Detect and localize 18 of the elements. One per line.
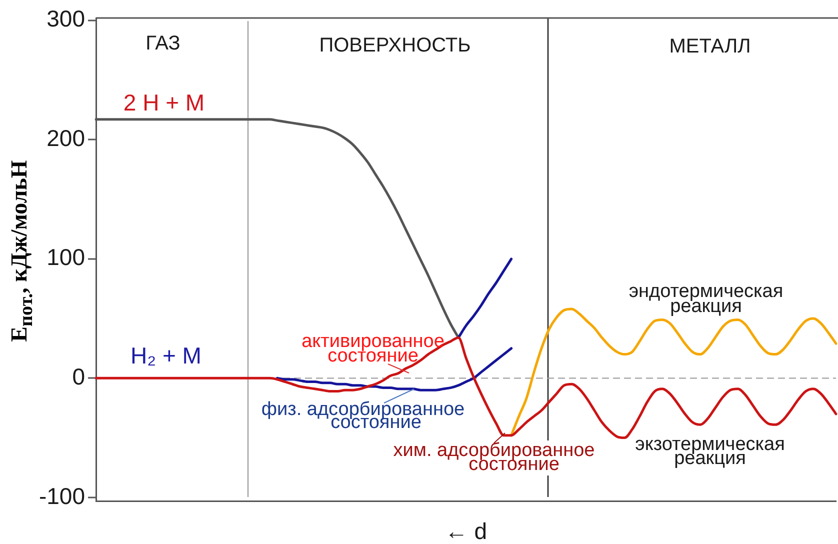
y-tick-label: -100: [38, 482, 85, 509]
y-tick-label: 100: [46, 244, 85, 270]
line-series: [94, 336, 838, 440]
annotation: эндотермическая реакция: [628, 281, 784, 318]
annotation: физ. адсорбированное состояние: [261, 399, 465, 434]
annotation: активированное состояние: [302, 331, 444, 367]
annotation: 2 H + M: [123, 89, 205, 116]
annotation: ПОВЕРХНОСТЬ: [319, 34, 471, 57]
y-tick-label: 200: [46, 124, 85, 151]
y-tick-label: 0: [72, 364, 85, 390]
annotation: хим. адсорбированное состояние: [393, 440, 595, 476]
x-axis-title: ← d: [444, 518, 488, 544]
line-series: [457, 258, 513, 339]
y-tick-label: 300: [46, 6, 85, 32]
annotation: H₂ + M: [130, 342, 202, 368]
annotation: МЕТАЛЛ: [669, 36, 751, 58]
annotation: ГАЗ: [146, 32, 180, 55]
annotation: экзотермическая реакция: [635, 434, 785, 470]
